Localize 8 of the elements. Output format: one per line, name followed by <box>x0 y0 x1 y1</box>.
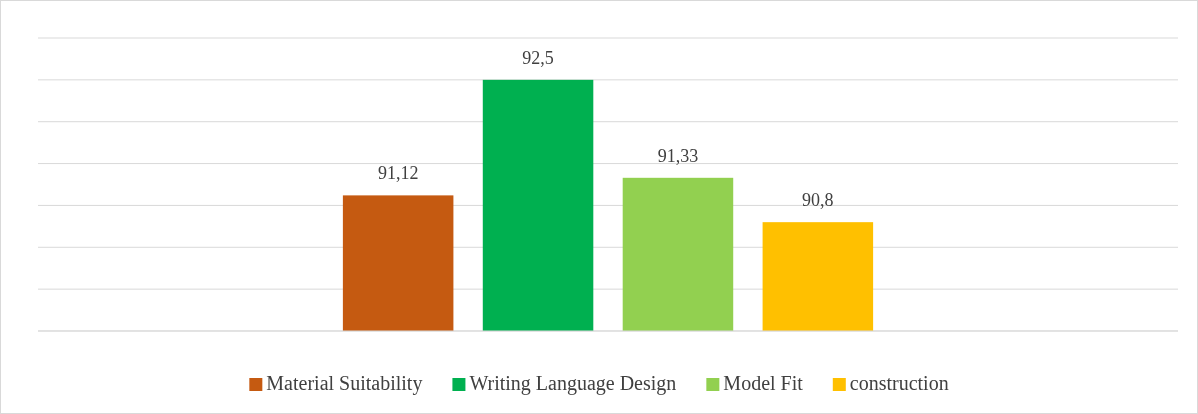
data-label: 91,12 <box>377 163 419 184</box>
data-label: 90,8 <box>802 190 834 211</box>
legend-label: Model Fit <box>723 372 804 394</box>
legend-label: construction <box>849 372 949 394</box>
data-label: 91,33 <box>657 145 699 166</box>
legend-label: Material Suitability <box>266 372 423 395</box>
data-label: 92,5 <box>522 47 554 68</box>
legend-label: Writing Language Design <box>469 372 677 395</box>
